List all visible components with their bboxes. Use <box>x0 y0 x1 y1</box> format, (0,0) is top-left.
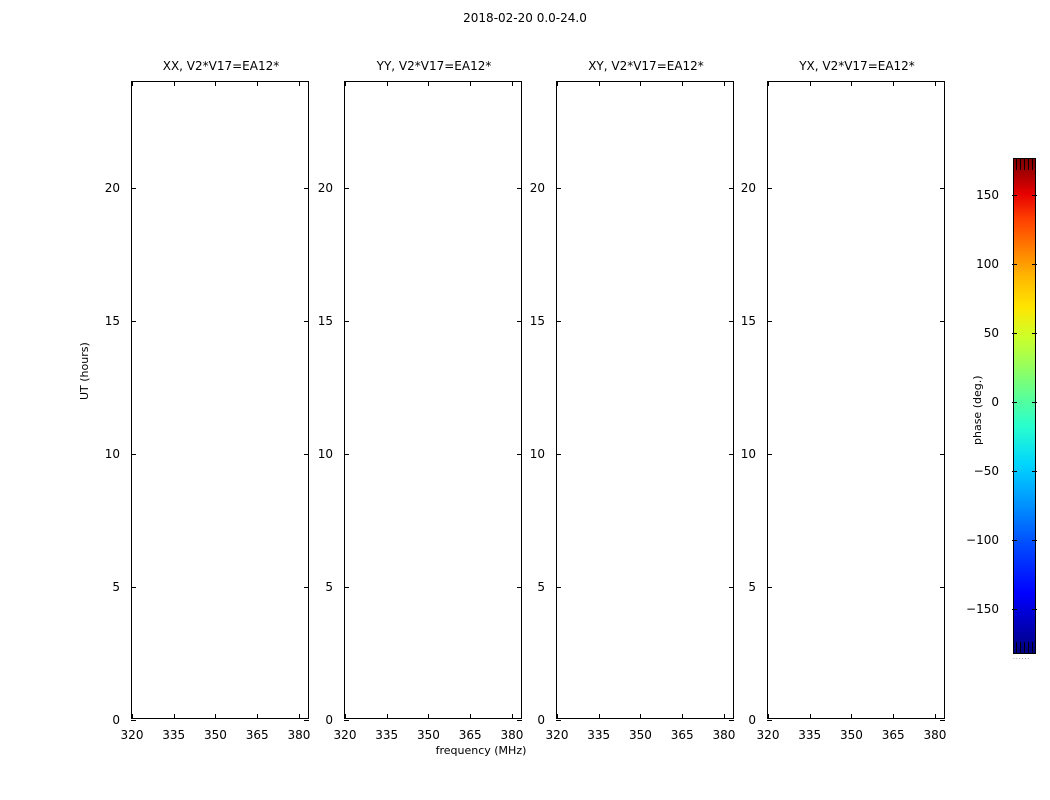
xtick-label: 335 <box>375 728 399 742</box>
panel-title: XY, V2*V17=EA12* <box>588 59 704 73</box>
colorbar-tick-label: 50 <box>983 326 999 341</box>
colorbar-tick-label: 100 <box>976 257 999 272</box>
ytick-label: 5 <box>748 580 756 595</box>
colorbar-tick-label: −50 <box>973 463 999 478</box>
xtick-label: 350 <box>203 728 227 742</box>
colorbar-overflow-bottom-hatch <box>1014 641 1035 653</box>
ytick-label: 5 <box>325 580 333 595</box>
ytick-label: 20 <box>104 181 120 196</box>
panel-title: XX, V2*V17=EA12* <box>162 59 280 73</box>
xtick-label: 380 <box>923 728 947 742</box>
panel-title: YY, V2*V17=EA12* <box>376 59 492 73</box>
figure-suptitle: 2018-02-20 0.0-24.0 <box>463 11 587 25</box>
ytick-label: 10 <box>740 447 756 462</box>
y-axis-label: UT (hours) <box>78 342 91 400</box>
x-axis-label-text: frequency (MHz) <box>435 744 527 757</box>
plot-panel-yx[interactable]: YX, V2*V17=EA12* 320 335 350 365 380 0 5… <box>741 59 947 742</box>
xtick-label: 365 <box>458 728 482 742</box>
xtick-label: 365 <box>881 728 905 742</box>
ytick-label: 15 <box>529 314 545 329</box>
ytick-label: 15 <box>317 314 333 329</box>
ytick-label: 0 <box>112 713 120 727</box>
xtick-label: 380 <box>500 728 524 742</box>
xtick-label: 350 <box>628 728 652 742</box>
ytick-label: 20 <box>740 181 756 196</box>
xtick-label: 365 <box>245 728 269 742</box>
ytick-label: 5 <box>112 580 120 595</box>
xtick-label: 335 <box>587 728 611 742</box>
xtick-label: 380 <box>287 728 311 742</box>
ytick-label: 0 <box>325 713 333 727</box>
colorbar-gradient <box>1013 158 1036 654</box>
ytick-label: 0 <box>748 713 756 727</box>
ytick-label: 10 <box>317 447 333 462</box>
xtick-label: 350 <box>416 728 440 742</box>
xtick-label: 380 <box>712 728 736 742</box>
colorbar-axis-label: phase (deg.) <box>971 375 984 445</box>
xtick-label: 320 <box>120 728 144 742</box>
colorbar-tick-label: 150 <box>976 188 999 203</box>
panel-title: YX, V2*V17=EA12* <box>799 59 915 73</box>
ytick-label: 15 <box>740 314 756 329</box>
xtick-label: 335 <box>162 728 186 742</box>
xtick-label: 335 <box>798 728 822 742</box>
ytick-label: 10 <box>529 447 545 462</box>
xtick-label: 320 <box>545 728 569 742</box>
xtick-label: 320 <box>756 728 780 742</box>
xtick-label: 350 <box>839 728 863 742</box>
ytick-label: 10 <box>104 447 120 462</box>
plot-panel-xx[interactable]: XX, V2*V17=EA12* 320 335 350 365 380 0 5… <box>105 59 311 742</box>
colorbar-overflow-top-hatch <box>1014 159 1035 171</box>
ytick-label: 20 <box>529 181 545 196</box>
colorbar[interactable]: 150 100 50 0 −50 −100 −150 <box>966 158 1037 654</box>
plot-panel-xy[interactable]: XY, V2*V17=EA12* 320 335 350 365 380 0 5… <box>530 59 736 742</box>
x-axis-label: frequency (MHz) <box>0 744 1050 757</box>
plot-panel-yy[interactable]: YY, V2*V17=EA12* 320 335 350 365 380 0 5… <box>318 59 524 742</box>
colorbar-footer-dots: ······ <box>1013 656 1031 662</box>
ytick-label: 20 <box>317 181 333 196</box>
ytick-label: 5 <box>537 580 545 595</box>
colorbar-tick-label: −100 <box>966 532 999 547</box>
colorbar-tick-label: −150 <box>966 601 999 616</box>
ytick-label: 15 <box>104 314 120 329</box>
xtick-label: 365 <box>670 728 694 742</box>
colorbar-tick-label: 0 <box>991 395 999 409</box>
ytick-label: 0 <box>537 713 545 727</box>
xtick-label: 320 <box>333 728 357 742</box>
